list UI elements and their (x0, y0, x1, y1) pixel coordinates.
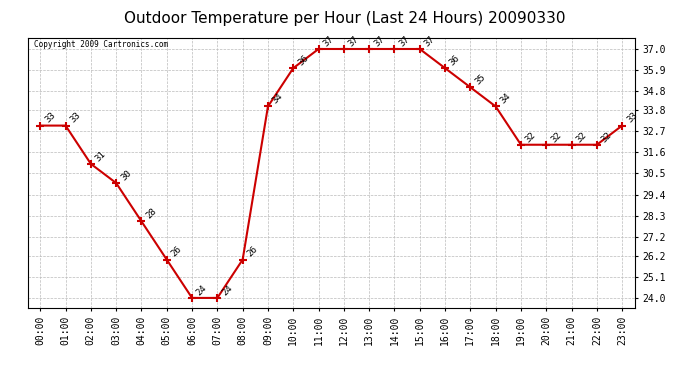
Text: 26: 26 (246, 245, 259, 259)
Text: 32: 32 (600, 130, 613, 144)
Text: 37: 37 (397, 34, 411, 48)
Text: 31: 31 (94, 149, 108, 163)
Text: 32: 32 (549, 130, 563, 144)
Text: 36: 36 (448, 53, 462, 68)
Text: Outdoor Temperature per Hour (Last 24 Hours) 20090330: Outdoor Temperature per Hour (Last 24 Ho… (124, 11, 566, 26)
Text: 30: 30 (119, 168, 133, 182)
Text: 37: 37 (346, 34, 361, 48)
Text: 24: 24 (220, 283, 234, 297)
Text: 24: 24 (195, 283, 209, 297)
Text: 32: 32 (574, 130, 589, 144)
Text: 28: 28 (144, 207, 158, 220)
Text: 33: 33 (625, 111, 639, 125)
Text: 33: 33 (68, 111, 82, 125)
Text: 37: 37 (322, 34, 335, 48)
Text: 32: 32 (524, 130, 538, 144)
Text: 36: 36 (296, 53, 310, 68)
Text: 35: 35 (473, 72, 487, 87)
Text: 37: 37 (372, 34, 386, 48)
Text: Copyright 2009 Cartronics.com: Copyright 2009 Cartronics.com (34, 40, 168, 49)
Text: 33: 33 (43, 111, 57, 125)
Text: 37: 37 (422, 34, 437, 48)
Text: 26: 26 (170, 245, 184, 259)
Text: 34: 34 (270, 92, 285, 106)
Text: 34: 34 (498, 92, 513, 106)
